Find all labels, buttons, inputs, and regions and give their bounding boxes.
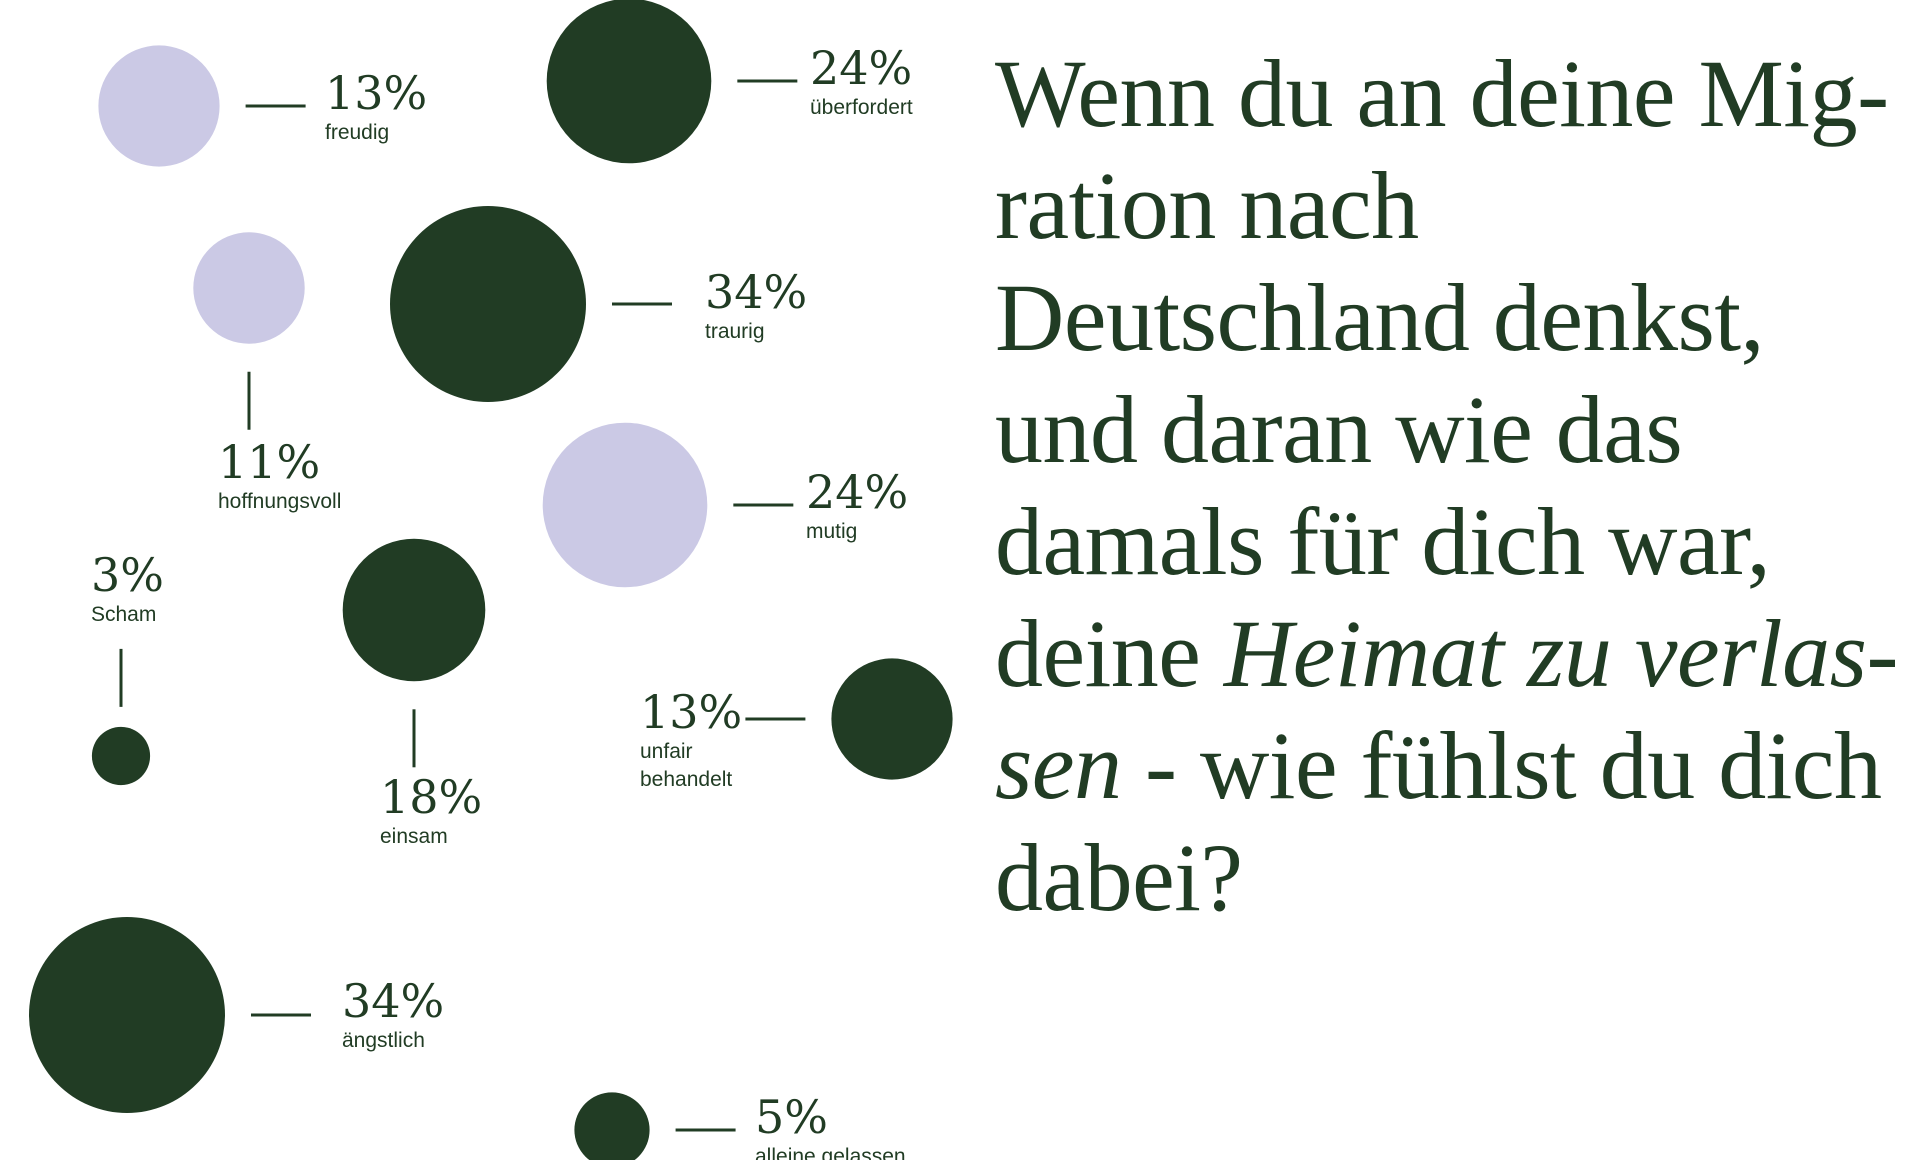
question-text-part1: Wenn du an deine Mig-ration nach Deutsch… — [995, 40, 1889, 707]
question-text-emphasis: Heimat zu verlas-sen — [995, 600, 1898, 819]
percent-label-scham: 3% — [91, 548, 164, 602]
category-label-hoffnungsvoll: hoffnungsvoll — [218, 490, 341, 513]
category-label-aengstlich: ängstlich — [342, 1029, 425, 1052]
bubble-unfair-behandelt — [831, 658, 953, 780]
percent-label-freudig: 13% — [325, 66, 427, 120]
percent-label-mutig: 24% — [806, 465, 908, 519]
bubble-freudig — [98, 45, 220, 167]
percent-label-unfair-behandelt: 13% — [640, 685, 742, 739]
category-label-alleine-gelassen: alleine gelassen — [755, 1145, 906, 1160]
percent-label-hoffnungsvoll: 11% — [218, 435, 320, 489]
bubble-group-traurig: 34%traurig — [390, 206, 807, 402]
question-text-part2: - wie fühlst du dich dabei? — [995, 712, 1882, 931]
bubble-group-hoffnungsvoll: 11%hoffnungsvoll — [193, 232, 341, 513]
category-label-freudig: freudig — [325, 121, 389, 144]
bubble-group-freudig: 13%freudig — [98, 45, 427, 167]
bubble-group-mutig: 24%mutig — [542, 422, 908, 588]
percent-label-einsam: 18% — [380, 770, 482, 824]
percent-label-alleine-gelassen: 5% — [755, 1090, 828, 1144]
bubble-group-unfair-behandelt: 13%unfair behandelt — [640, 658, 953, 791]
category-label-traurig: traurig — [705, 320, 765, 343]
category-label-scham: Scham — [91, 603, 156, 626]
percent-label-ueberfordert: 24% — [810, 41, 912, 95]
percent-label-aengstlich: 34% — [342, 974, 444, 1028]
bubble-traurig — [390, 206, 586, 402]
percent-label-traurig: 34% — [705, 265, 807, 319]
bubble-group-einsam: 18%einsam — [342, 538, 486, 848]
bubble-group-scham: 3%Scham — [91, 548, 164, 786]
bubble-group-alleine-gelassen: 5%alleine gelassen — [574, 1090, 906, 1160]
bubble-scham — [91, 726, 151, 786]
bubble-hoffnungsvoll — [193, 232, 305, 344]
bubble-aengstlich — [29, 917, 225, 1113]
category-label-unfair-behandelt: unfair behandelt — [640, 740, 732, 791]
bubble-einsam — [342, 538, 486, 682]
bubble-alleine-gelassen — [574, 1092, 650, 1160]
bubble-chart: 13%freudig24%überfordert11%hoffnungsvoll… — [29, 0, 953, 1160]
bubble-group-aengstlich: 34%ängstlich — [29, 917, 444, 1113]
bubble-mutig — [542, 422, 708, 588]
question-heading: Wenn du an deine Mig-ration nach Deutsch… — [995, 38, 1900, 934]
category-label-mutig: mutig — [806, 520, 857, 543]
bubble-ueberfordert — [546, 0, 712, 164]
category-label-einsam: einsam — [380, 825, 448, 848]
category-label-ueberfordert: überfordert — [810, 96, 913, 119]
bubble-group-ueberfordert: 24%überfordert — [546, 0, 913, 164]
